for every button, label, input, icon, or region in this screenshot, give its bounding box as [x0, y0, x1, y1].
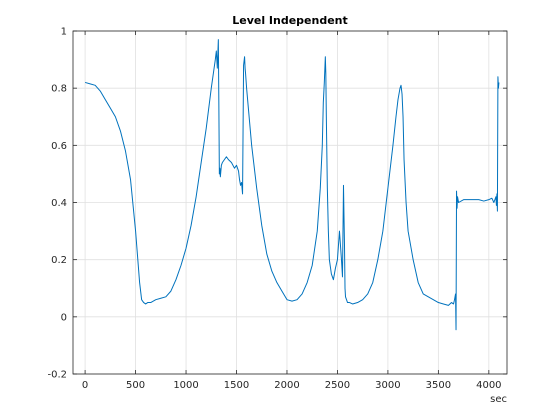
x-tick-label: 1500 — [224, 380, 249, 391]
series-line-0 — [84, 39, 500, 331]
x-axis-label: sec — [490, 394, 507, 405]
x-tick-label: 2500 — [325, 380, 350, 391]
y-tick-label: 0.6 — [51, 141, 67, 152]
y-tick-label: -0.2 — [47, 370, 67, 381]
x-tick-label: 2000 — [274, 380, 299, 391]
x-tick-label: 1000 — [173, 380, 198, 391]
chart-title: Level Independent — [232, 14, 348, 27]
y-tick-label: 0.2 — [51, 255, 67, 266]
x-tick-label: 4000 — [476, 380, 501, 391]
x-tick-label: 0 — [82, 380, 88, 391]
y-tick-label: 0.4 — [51, 198, 67, 209]
y-tick-label: 0 — [61, 312, 67, 323]
series-layer — [84, 39, 500, 331]
x-tick-label: 3500 — [426, 380, 451, 391]
tick-labels: 0 500 1000 1500 2000 2500 3000 3500 4000 -0.2 0 0.2… — [47, 27, 501, 392]
y-tick-label: 0.8 — [51, 84, 67, 95]
x-tick-label: 3000 — [375, 380, 400, 391]
x-tick-label: 500 — [126, 380, 145, 391]
ticks — [73, 30, 507, 375]
y-tick-label: 1 — [61, 27, 67, 38]
